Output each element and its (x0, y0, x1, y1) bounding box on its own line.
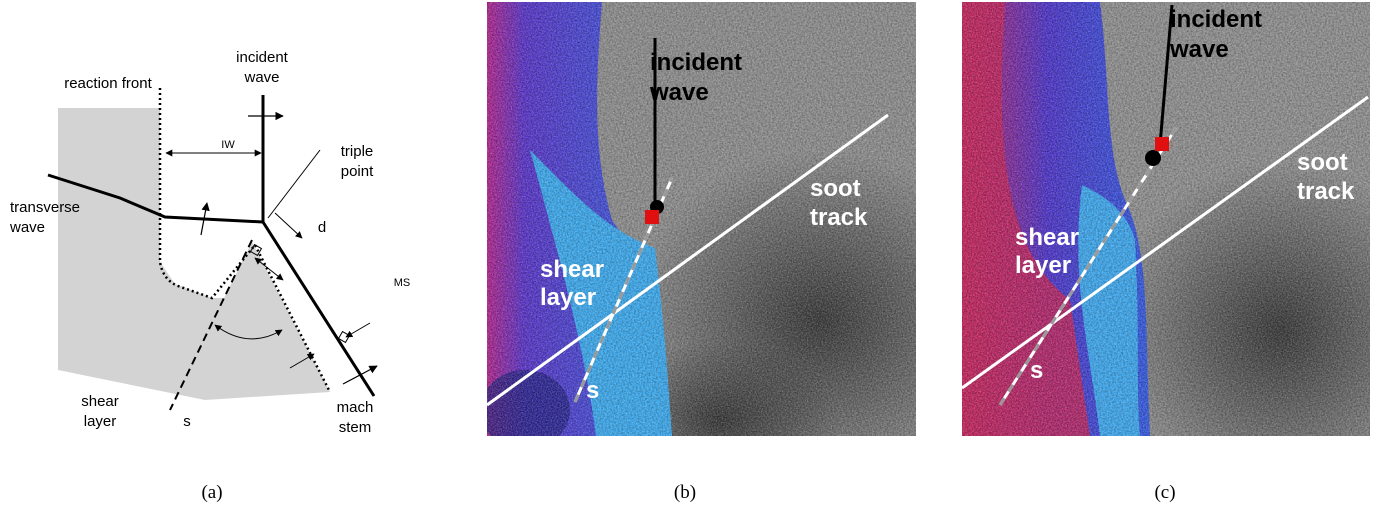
label: wave (1169, 36, 1229, 63)
leader-line (267, 149, 321, 219)
label: incident (236, 49, 289, 66)
ms-arrow (345, 322, 371, 338)
label: layer (540, 284, 596, 311)
label: shear (540, 256, 604, 283)
soot-track-line (961, 95, 1369, 390)
shear-layer-line (169, 239, 253, 411)
wave-arrow (342, 365, 378, 385)
label: IW (221, 139, 235, 151)
label: MS (394, 277, 411, 289)
marker (645, 210, 659, 224)
label: s (183, 413, 191, 430)
label: point (341, 163, 374, 180)
label: stem (339, 419, 372, 436)
label: layer (1015, 252, 1071, 279)
burned-region (58, 108, 330, 400)
photo-texture (487, 2, 916, 436)
shear-layer-dash (998, 127, 1178, 406)
panel-c: incident wave soot track shear layer s (… (961, 2, 1370, 503)
ms-arrow (289, 353, 315, 369)
label: soot (1297, 149, 1348, 176)
transverse-wave-line (47, 173, 264, 224)
label: reaction front (64, 75, 152, 92)
label: s (1030, 357, 1043, 384)
label: track (810, 204, 868, 231)
photo (487, 2, 916, 436)
label: wave (649, 79, 709, 106)
label: d (318, 219, 326, 236)
label: s (586, 377, 599, 404)
label: track (1297, 178, 1355, 205)
label: transverse (10, 199, 80, 216)
label: incident (650, 49, 742, 76)
triple-point (1145, 150, 1161, 166)
d-arrow (274, 212, 303, 239)
soot-track-line (486, 113, 889, 407)
caption: (a) (201, 482, 222, 503)
angle-arrow (214, 324, 283, 340)
label: soot (810, 175, 861, 202)
reaction-front-line (158, 88, 332, 393)
right-angle (337, 330, 351, 344)
wave-arrow (200, 202, 210, 236)
label: wave (9, 219, 45, 236)
label: layer (84, 413, 117, 430)
label: shear (81, 393, 119, 410)
label: shear (1015, 224, 1079, 251)
label: triple (341, 143, 374, 160)
caption: (b) (674, 482, 696, 503)
caption: (c) (1154, 482, 1175, 503)
marker (1155, 137, 1169, 151)
label: mach (337, 399, 374, 416)
panel-a: incident wave reaction front triple poin… (9, 49, 410, 503)
right-angle (249, 243, 263, 257)
d-arrow (254, 257, 284, 281)
label: incident (1170, 6, 1262, 33)
mach-stem-line (261, 221, 376, 397)
label: wave (243, 69, 279, 86)
incident-wave-line (1158, 4, 1174, 146)
photo (962, 2, 1370, 436)
panel-b: incident wave soot track shear layer s (… (486, 2, 916, 503)
